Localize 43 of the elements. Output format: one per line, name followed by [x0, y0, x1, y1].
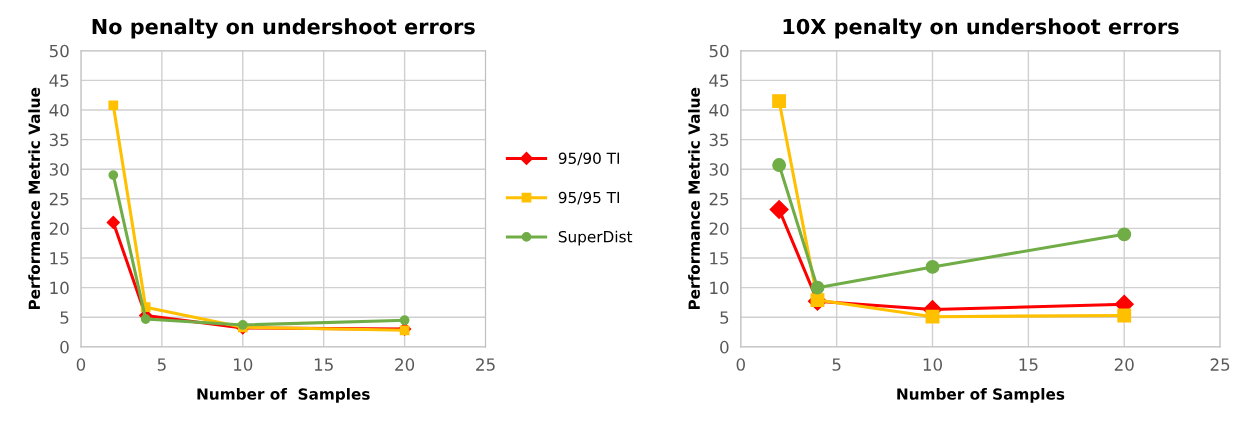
y-axis-title: Performance Metric Value	[28, 87, 41, 310]
legend-label: 95/95 TI	[558, 191, 620, 205]
chart-title: 10X penalty on undershoot errors	[783, 18, 1179, 39]
x-tick-label: 5	[832, 358, 841, 371]
y-tick-label: 15	[710, 252, 729, 265]
x-tick-label: 10	[234, 358, 253, 371]
legend-label: SuperDist	[558, 230, 633, 246]
y-tick-label: 30	[709, 163, 729, 176]
x-tick-label: 25	[476, 358, 495, 371]
y-tick-label: 40	[709, 103, 729, 117]
x-tick-label: 5	[157, 358, 166, 371]
chart-title: No penalty on undershoot errors	[92, 18, 475, 39]
y-tick-label: 50	[49, 44, 69, 58]
y-tick-label: 0	[720, 340, 729, 354]
y-tick-label: 45	[49, 74, 69, 87]
x-tick-label: 15	[314, 358, 333, 371]
x-axis-title: Number of Samples	[897, 387, 1065, 403]
x-tick-label: 20	[395, 358, 415, 371]
x-tick-label: 0	[76, 358, 86, 371]
y-tick-label: 10	[50, 281, 69, 295]
x-axis-title: Number of Samples	[197, 387, 370, 403]
x-tick-label: 10	[923, 358, 942, 371]
y-tick-label: 25	[49, 192, 69, 206]
y-tick-label: 35	[709, 133, 729, 147]
x-tick-label: 0	[736, 358, 745, 371]
y-tick-label: 5	[720, 311, 729, 324]
x-tick-label: 20	[1114, 358, 1134, 371]
y-tick-label: 15	[50, 252, 69, 265]
y-axis-title: Performance Metric Value	[688, 87, 700, 310]
y-tick-label: 45	[709, 74, 729, 87]
y-tick-label: 50	[709, 44, 729, 58]
y-tick-label: 5	[60, 311, 69, 324]
x-tick-label: 25	[1210, 358, 1230, 371]
legend-label: 95/90 TI	[558, 152, 620, 166]
y-tick-label: 35	[49, 133, 69, 147]
y-tick-label: 20	[709, 222, 729, 235]
y-tick-label: 25	[709, 192, 729, 206]
x-tick-label: 15	[1019, 358, 1038, 371]
y-tick-label: 30	[49, 163, 69, 176]
y-tick-label: 0	[60, 340, 69, 354]
y-tick-label: 20	[49, 222, 69, 235]
y-tick-label: 40	[49, 103, 69, 117]
y-tick-label: 10	[710, 281, 729, 295]
